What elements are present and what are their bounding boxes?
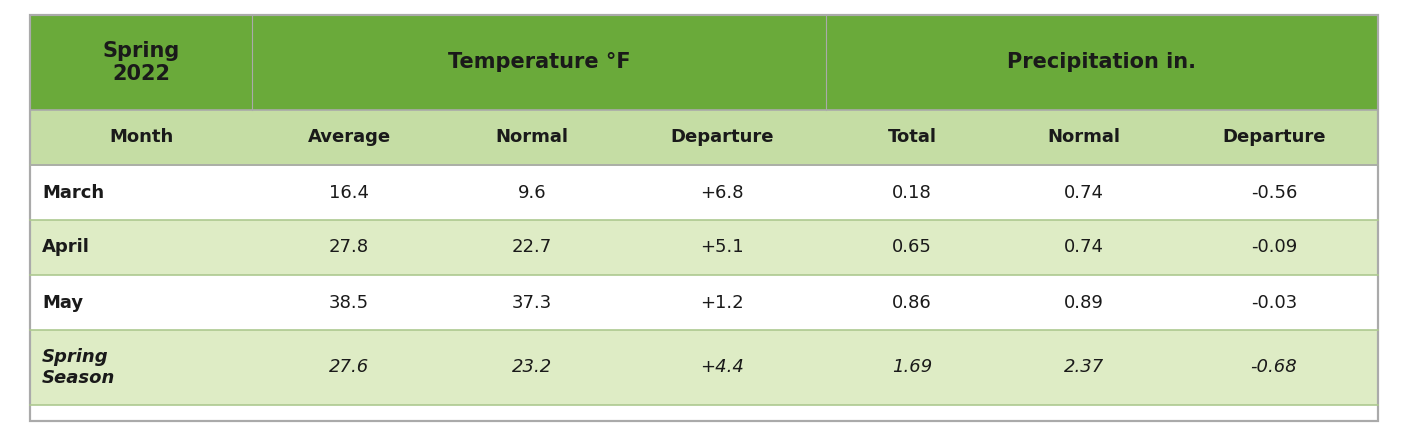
Text: 0.65: 0.65 bbox=[893, 238, 932, 256]
Text: 9.6: 9.6 bbox=[518, 184, 546, 201]
Text: 0.18: 0.18 bbox=[893, 184, 932, 201]
Text: -0.56: -0.56 bbox=[1250, 184, 1297, 201]
Text: Precipitation in.: Precipitation in. bbox=[1008, 52, 1197, 72]
Text: 38.5: 38.5 bbox=[329, 293, 369, 311]
Text: 27.6: 27.6 bbox=[329, 358, 369, 377]
Text: 1.69: 1.69 bbox=[891, 358, 932, 377]
Text: 0.86: 0.86 bbox=[893, 293, 932, 311]
Text: 22.7: 22.7 bbox=[511, 238, 552, 256]
Text: +1.2: +1.2 bbox=[700, 293, 743, 311]
Text: Normal: Normal bbox=[496, 129, 569, 146]
Text: 16.4: 16.4 bbox=[329, 184, 369, 201]
Text: +5.1: +5.1 bbox=[700, 238, 743, 256]
Text: 37.3: 37.3 bbox=[511, 293, 552, 311]
Text: -0.68: -0.68 bbox=[1250, 358, 1297, 377]
Text: 0.74: 0.74 bbox=[1064, 238, 1104, 256]
Text: -0.09: -0.09 bbox=[1250, 238, 1297, 256]
Text: April: April bbox=[42, 238, 90, 256]
Text: March: March bbox=[42, 184, 104, 201]
Text: 0.89: 0.89 bbox=[1064, 293, 1104, 311]
Text: 27.8: 27.8 bbox=[329, 238, 369, 256]
Text: Temperature °F: Temperature °F bbox=[448, 52, 631, 72]
Text: +6.8: +6.8 bbox=[700, 184, 743, 201]
Text: Spring
2022: Spring 2022 bbox=[103, 41, 180, 84]
Text: 2.37: 2.37 bbox=[1064, 358, 1104, 377]
Text: Total: Total bbox=[887, 129, 936, 146]
Text: May: May bbox=[42, 293, 83, 311]
Text: +4.4: +4.4 bbox=[700, 358, 743, 377]
Text: Departure: Departure bbox=[1222, 129, 1326, 146]
Bar bbox=[30, 275, 1378, 330]
Bar bbox=[30, 330, 1378, 405]
Text: 23.2: 23.2 bbox=[511, 358, 552, 377]
Bar bbox=[30, 165, 1378, 220]
Text: Normal: Normal bbox=[1048, 129, 1121, 146]
Text: -0.03: -0.03 bbox=[1250, 293, 1297, 311]
Text: 0.74: 0.74 bbox=[1064, 184, 1104, 201]
Text: Spring
Season: Spring Season bbox=[42, 348, 115, 387]
Bar bbox=[30, 220, 1378, 275]
Text: Average: Average bbox=[307, 129, 390, 146]
Text: Month: Month bbox=[108, 129, 173, 146]
Bar bbox=[30, 15, 1378, 110]
Bar bbox=[30, 110, 1378, 165]
Text: Departure: Departure bbox=[670, 129, 773, 146]
